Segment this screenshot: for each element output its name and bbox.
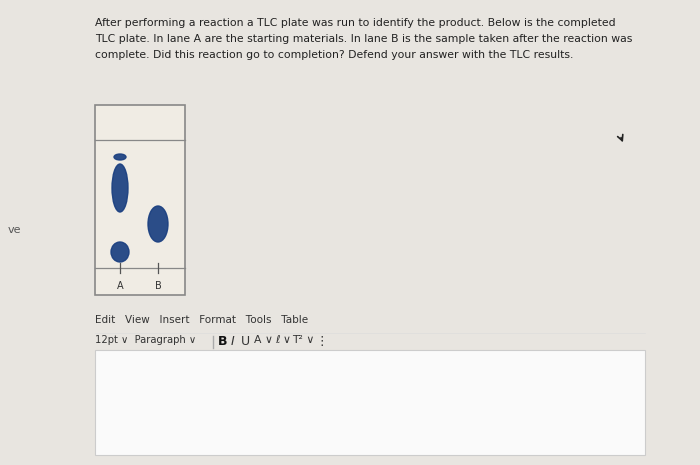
Text: U: U bbox=[241, 335, 250, 348]
Text: ℓ ∨: ℓ ∨ bbox=[275, 335, 291, 345]
Text: B: B bbox=[155, 281, 162, 291]
Text: T² ∨: T² ∨ bbox=[292, 335, 314, 345]
Text: ⋮: ⋮ bbox=[315, 335, 328, 348]
Text: A: A bbox=[117, 281, 123, 291]
Bar bbox=[95, 105, 185, 295]
Text: After performing a reaction a TLC plate was run to identify the product. Below i: After performing a reaction a TLC plate … bbox=[95, 18, 615, 28]
Text: B: B bbox=[218, 335, 228, 348]
Ellipse shape bbox=[114, 154, 126, 160]
Text: ve: ve bbox=[8, 225, 22, 235]
Text: TLC plate. In lane A are the starting materials. In lane B is the sample taken a: TLC plate. In lane A are the starting ma… bbox=[95, 34, 632, 44]
Ellipse shape bbox=[112, 164, 128, 212]
Text: I: I bbox=[231, 335, 234, 348]
Text: complete. Did this reaction go to completion? Defend your answer with the TLC re: complete. Did this reaction go to comple… bbox=[95, 50, 573, 60]
Ellipse shape bbox=[148, 206, 168, 242]
Bar bbox=[95, 350, 645, 455]
Ellipse shape bbox=[111, 242, 129, 262]
Text: A ∨: A ∨ bbox=[254, 335, 273, 345]
Text: 12pt ∨  Paragraph ∨: 12pt ∨ Paragraph ∨ bbox=[95, 335, 196, 345]
Text: Edit   View   Insert   Format   Tools   Table: Edit View Insert Format Tools Table bbox=[95, 315, 308, 325]
